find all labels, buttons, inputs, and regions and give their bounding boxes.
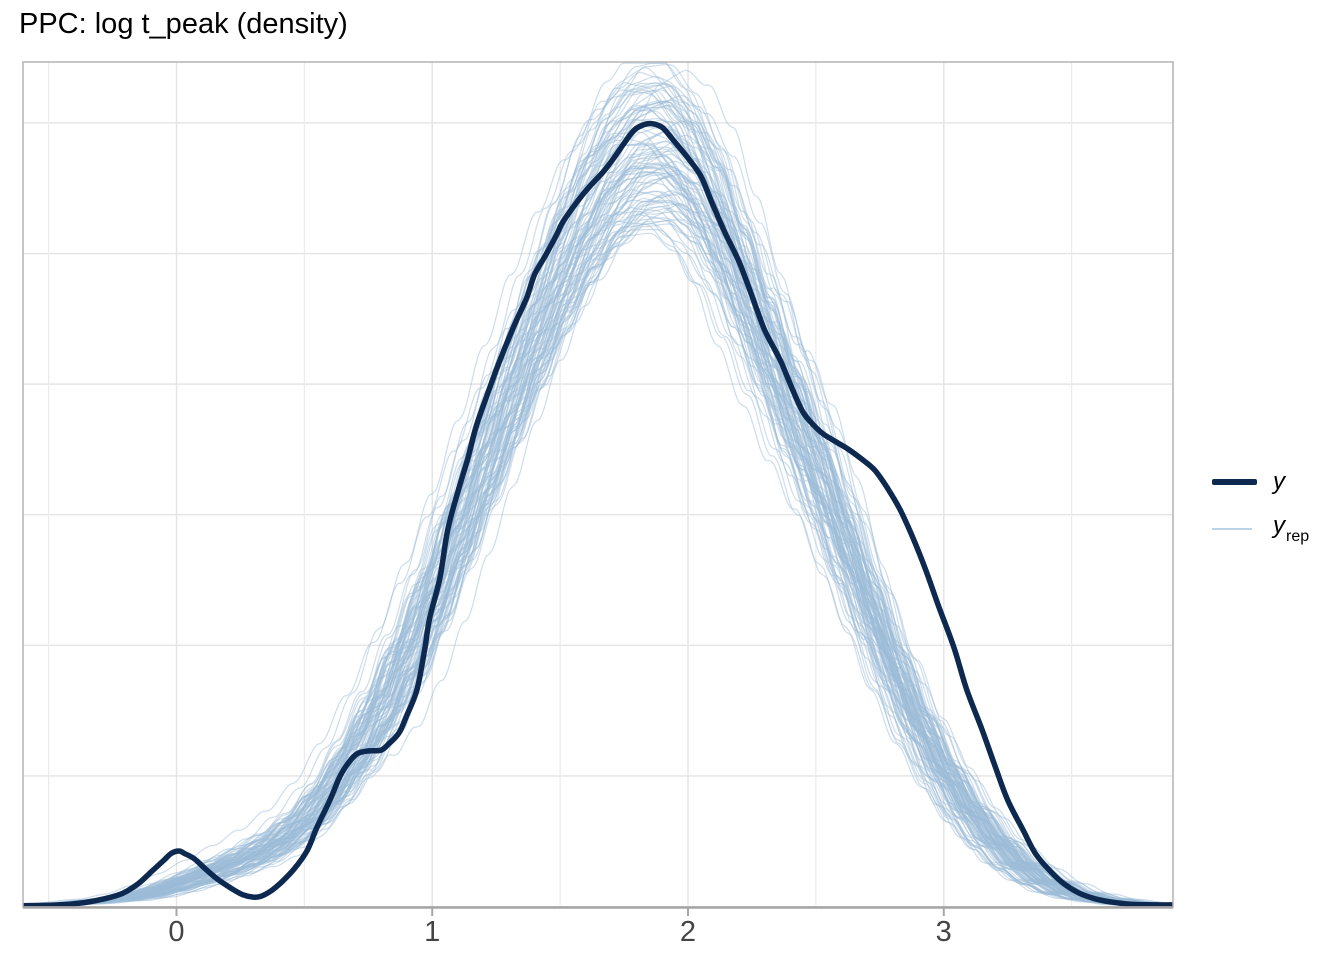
- legend-label-yrep-text: y: [1273, 512, 1285, 539]
- x-tick-label: 0: [168, 916, 184, 948]
- legend-label-y: y: [1273, 470, 1285, 494]
- legend-label-y-text: y: [1273, 468, 1285, 495]
- chart-title: PPC: log t_peak (density): [19, 6, 348, 42]
- x-axis: 0 1 2 3: [23, 908, 1173, 949]
- legend-swatch-yrep-thin-line: [1212, 528, 1252, 530]
- x-tick-label: 1: [424, 916, 440, 948]
- legend-item-yrep: yrep: [1212, 505, 1308, 552]
- legend-label-yrep-sub: rep: [1286, 528, 1309, 545]
- x-tick-label: 3: [936, 916, 952, 948]
- legend: y yrep: [1212, 458, 1308, 552]
- legend-swatch-y-thick-line: [1212, 479, 1257, 485]
- x-tick-label: 2: [680, 916, 696, 948]
- legend-item-y: y: [1212, 458, 1308, 505]
- legend-label-yrep: yrep: [1273, 514, 1308, 543]
